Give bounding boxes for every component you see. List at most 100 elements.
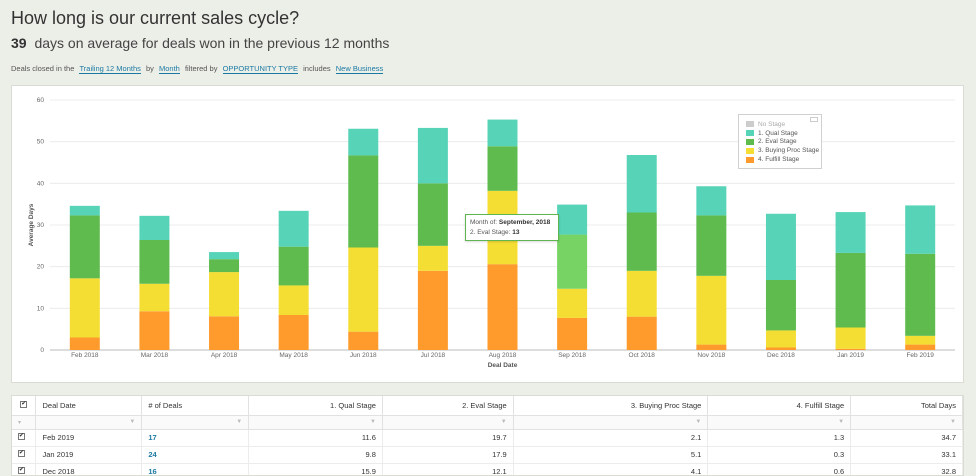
filter-cell[interactable]: ▼ (141, 415, 250, 430)
filter-cell[interactable]: ▼ (850, 415, 963, 430)
row-checkbox-cell[interactable] (12, 429, 37, 447)
bar-segment[interactable] (348, 128, 379, 156)
table-row[interactable]: Feb 2019 17 11.6 19.7 2.1 1.3 34.7 (12, 429, 963, 447)
bar-segment[interactable] (557, 204, 588, 235)
bar-segment[interactable] (69, 337, 100, 351)
filter-cell[interactable]: ▼ (707, 415, 852, 430)
bar-segment[interactable] (835, 212, 866, 253)
bar-segment[interactable] (696, 186, 727, 216)
funnel-icon[interactable]: ▼ (695, 419, 702, 425)
bar-segment[interactable] (209, 316, 240, 350)
bar-segment[interactable] (139, 283, 170, 312)
bar-segment[interactable] (626, 212, 657, 271)
filter-cell[interactable]: ▼ (513, 415, 709, 430)
row-checkbox[interactable] (18, 449, 25, 457)
funnel-icon[interactable]: ▼ (129, 419, 136, 425)
grouping-filter-link[interactable]: Month (159, 64, 180, 74)
bar-segment[interactable] (765, 280, 796, 331)
bar-segment[interactable] (557, 234, 588, 289)
bar-segment[interactable] (209, 259, 240, 273)
bar-segment[interactable] (139, 311, 170, 350)
bar-segment[interactable] (905, 253, 936, 336)
bar-segment[interactable] (835, 348, 866, 350)
filter-cell[interactable]: ▼ (382, 415, 514, 430)
table-row[interactable]: Dec 2018 16 15.9 12.1 4.1 0.6 32.8 (12, 463, 963, 476)
legend-item-qual[interactable]: 1. Qual Stage (746, 129, 821, 138)
bar-segment[interactable] (417, 245, 448, 271)
col-header-fulfill[interactable]: 4. Fulfill Stage (707, 396, 852, 416)
bar-segment[interactable] (278, 285, 309, 315)
bar-segment[interactable] (557, 288, 588, 318)
legend-item-no-stage[interactable]: No Stage (746, 120, 821, 129)
deals-count-link[interactable]: 24 (148, 450, 157, 459)
legend-item-fulfill[interactable]: 4. Fulfill Stage (746, 155, 821, 164)
bar-segment[interactable] (69, 278, 100, 338)
bar-segment[interactable] (348, 331, 379, 350)
bar-segment[interactable] (905, 335, 936, 345)
funnel-icon[interactable]: ▼ (369, 419, 376, 425)
row-checkbox-cell[interactable] (12, 463, 37, 475)
cell-deals[interactable]: 17 (141, 429, 250, 447)
filter-cell[interactable]: ▾ (12, 415, 37, 430)
col-header-deals[interactable]: # of Deals (141, 396, 250, 416)
bar-segment[interactable] (348, 155, 379, 248)
funnel-icon[interactable]: ▼ (236, 419, 243, 425)
legend-item-eval[interactable]: 2. Eval Stage (746, 138, 821, 147)
filter-cell[interactable]: ▼ (35, 415, 143, 430)
bar-segment[interactable] (696, 215, 727, 276)
bar-segment[interactable] (417, 270, 448, 350)
bar-segment[interactable] (557, 317, 588, 350)
value-filter-link[interactable]: New Business (335, 64, 384, 74)
legend-toggle[interactable] (810, 117, 818, 122)
bar-segment[interactable] (765, 347, 796, 351)
col-header-qual[interactable]: 1. Qual Stage (248, 396, 383, 416)
bar-segment[interactable] (278, 210, 309, 247)
bar-segment[interactable] (209, 252, 240, 260)
bar-segment[interactable] (278, 315, 309, 350)
period-filter-link[interactable]: Trailing 12 Months (79, 64, 141, 74)
bar-segment[interactable] (626, 155, 657, 213)
select-all-header[interactable] (12, 396, 37, 416)
bar-segment[interactable] (348, 247, 379, 332)
table-row[interactable]: Jan 2019 24 9.8 17.9 5.1 0.3 33.1 (12, 446, 963, 464)
legend-item-buying[interactable]: 3. Buying Proc Stage (746, 146, 821, 155)
funnel-icon[interactable]: ▼ (950, 419, 956, 425)
row-checkbox[interactable] (18, 466, 25, 474)
bar-segment[interactable] (905, 344, 936, 350)
bar-segment[interactable] (487, 146, 518, 191)
funnel-icon[interactable]: ▼ (500, 419, 507, 425)
bar-segment[interactable] (696, 275, 727, 345)
bar-segment[interactable] (139, 215, 170, 240)
bar-segment[interactable] (139, 240, 170, 284)
col-header-total[interactable]: Total Days (850, 396, 963, 416)
field-filter-link[interactable]: OPPORTUNITY TYPE (222, 64, 299, 74)
bar-segment[interactable] (487, 119, 518, 147)
funnel-icon[interactable]: ▼ (838, 419, 845, 425)
bar-segment[interactable] (69, 215, 100, 279)
col-header-buying[interactable]: 3. Buying Proc Stage (513, 396, 709, 416)
bar-segment[interactable] (69, 205, 100, 216)
bar-segment[interactable] (417, 127, 448, 184)
bar-segment[interactable] (835, 327, 866, 349)
bar-segment[interactable] (417, 183, 448, 246)
col-header-deal-date[interactable]: Deal Date (35, 396, 143, 416)
select-all-checkbox[interactable] (20, 400, 28, 408)
bar-segment[interactable] (765, 330, 796, 348)
deals-count-link[interactable]: 17 (148, 433, 157, 442)
bar-segment[interactable] (835, 252, 866, 328)
bar-segment[interactable] (905, 205, 936, 254)
cell-deals[interactable]: 16 (141, 463, 250, 476)
col-header-eval[interactable]: 2. Eval Stage (382, 396, 514, 416)
bar-segment[interactable] (209, 272, 240, 317)
filter-cell[interactable]: ▼ (248, 415, 383, 430)
bar-segment[interactable] (487, 264, 518, 350)
bar-segment[interactable] (626, 316, 657, 350)
bar-segment[interactable] (626, 270, 657, 317)
row-checkbox[interactable] (18, 432, 25, 440)
bar-segment[interactable] (696, 344, 727, 350)
row-checkbox-cell[interactable] (12, 446, 37, 464)
bar-segment[interactable] (765, 213, 796, 280)
cell-deals[interactable]: 24 (141, 446, 250, 464)
deals-count-link[interactable]: 16 (148, 467, 157, 476)
bar-segment[interactable] (278, 246, 309, 286)
